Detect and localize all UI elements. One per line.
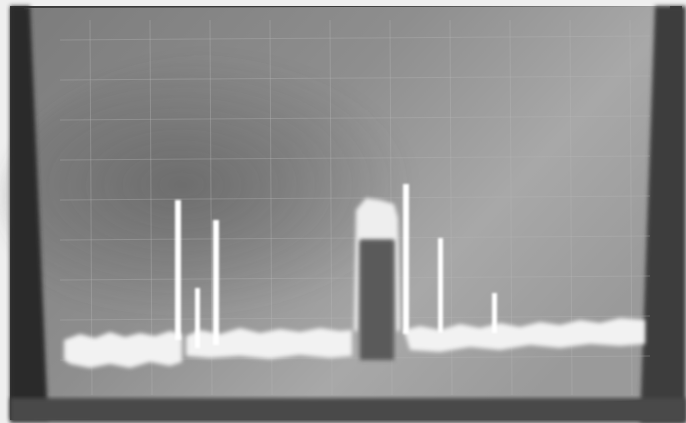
block-interior — [360, 240, 394, 360]
bottom-edge — [10, 398, 686, 423]
